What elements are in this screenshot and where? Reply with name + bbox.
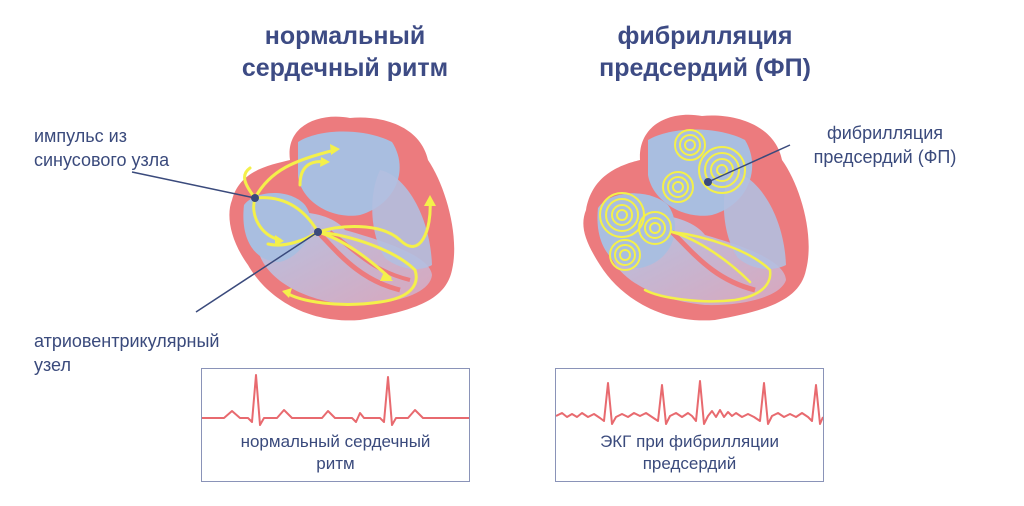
ecg-panel-normal: нормальный сердечный ритм [201,368,470,482]
ecg-caption-normal: нормальный сердечный ритм [240,432,431,473]
ecg-caption-af: ЭКГ при фибрилляции предсердий [600,432,779,473]
impulse-arrowheads [275,144,436,298]
septum [670,230,756,293]
ring-4 [599,192,645,238]
ring-5 [638,211,672,245]
sa-pointer-line [131,171,256,199]
ring-6 [609,239,641,271]
label-sa-node: импульс из синусового узла [34,126,170,170]
label-av-node: атриовентрикулярный узел [34,331,220,375]
heart-af [583,114,809,321]
fibrillation-rings [599,129,746,271]
right-ventricle [723,170,786,270]
right-atrium [243,192,311,262]
septum-inner [328,230,411,282]
ring-3 [662,171,694,203]
ecg-trace-af [556,380,823,425]
septum [316,230,401,293]
ring-1 [674,129,706,161]
af-pointer-line [707,144,791,183]
impulse-paths [243,148,432,306]
ecg-trace-normal [202,374,469,426]
af-impulse-paths [643,230,772,303]
title-normal-rhythm: нормальный сердечный ритм [241,22,449,82]
av-pointer-line [195,231,319,313]
label-af: фибрилляция предсердий (ФП) [813,123,957,167]
title-atrial-fibrillation: фибрилляция предсердий (ФП) [599,22,811,82]
ecg-panel-af: ЭКГ при фибрилляции предсердий [555,368,824,482]
heart-normal [131,116,455,321]
